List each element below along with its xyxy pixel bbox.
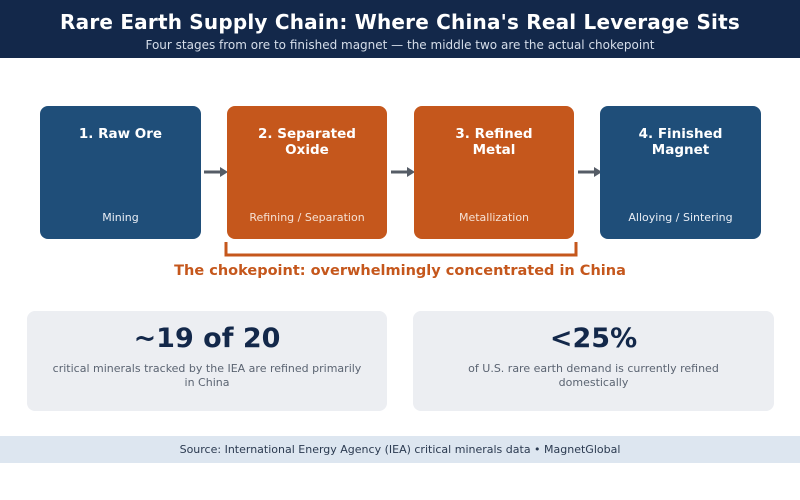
header-banner: Rare Earth Supply Chain: Where China's R… xyxy=(0,0,800,58)
stage-process: Metallization xyxy=(458,211,530,224)
stage-process: Mining xyxy=(102,211,139,224)
stat-card-refined-in-china: ~19 of 20 critical minerals tracked by t… xyxy=(27,311,387,411)
stage-name: 3. Refined Metal xyxy=(455,126,533,158)
stage-raw-ore: 1. Raw Ore Mining xyxy=(40,106,201,239)
stat-description: critical minerals tracked by the IEA are… xyxy=(52,362,362,389)
stage-name: 4. Finished Magnet xyxy=(638,126,723,158)
stage-name: 1. Raw Ore xyxy=(78,126,163,142)
chokepoint-label: The chokepoint: overwhelmingly concentra… xyxy=(174,263,626,279)
stat-description: of U.S. rare earth demand is currently r… xyxy=(468,362,719,389)
stage-separated-oxide: 2. Separated Oxide Refining / Separation xyxy=(227,106,387,239)
source-footer: Source: International Energy Agency (IEA… xyxy=(0,436,800,463)
stage-finished-magnet: 4. Finished Magnet Alloying / Sintering xyxy=(600,106,761,239)
arrow-right-icon xyxy=(391,167,415,177)
stat-card-us-domestic-refining: <25% of U.S. rare earth demand is curren… xyxy=(413,311,774,411)
stat-value: <25% xyxy=(549,323,638,354)
page-subtitle: Four stages from ore to finished magnet … xyxy=(145,38,655,52)
stat-value: ~19 of 20 xyxy=(133,323,281,354)
stage-name: 2. Separated Oxide xyxy=(258,126,356,158)
arrow-right-icon xyxy=(578,167,602,177)
stage-refined-metal: 3. Refined Metal Metallization xyxy=(414,106,574,239)
stage-process: Refining / Separation xyxy=(249,211,365,224)
arrow-right-icon xyxy=(204,167,228,177)
stage-process: Alloying / Sintering xyxy=(628,211,733,224)
chokepoint-bracket xyxy=(224,242,578,257)
page-title: Rare Earth Supply Chain: Where China's R… xyxy=(60,10,740,34)
